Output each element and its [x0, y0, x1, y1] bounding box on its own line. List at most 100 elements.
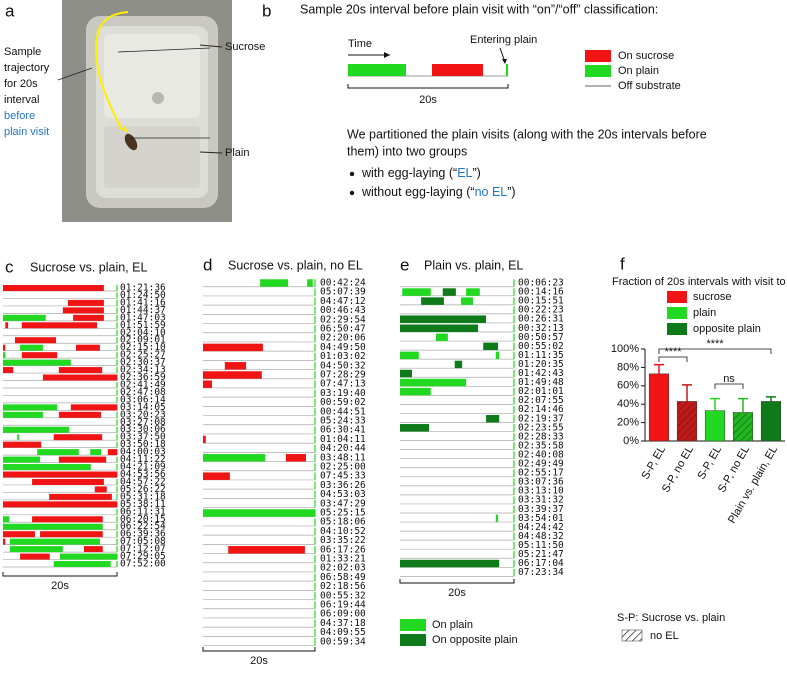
raster-segment	[94, 486, 107, 493]
raster-segment	[58, 456, 107, 463]
raster-segment	[400, 369, 412, 378]
row-time: 06:19:44	[320, 600, 366, 611]
row-time: 02:23:55	[518, 422, 564, 433]
raster-segment	[400, 559, 500, 568]
row-time: 00:15:51	[518, 296, 564, 307]
row-time: 01:20:35	[518, 359, 564, 370]
raster-segment	[402, 288, 431, 296]
legend-swatch	[667, 307, 687, 319]
raster-segment	[495, 351, 500, 360]
row-time: 04:57:22	[120, 476, 166, 487]
row-time: 06:09:00	[320, 609, 366, 620]
raster-segment	[107, 449, 117, 456]
row-time: 04:47:12	[320, 296, 366, 307]
row-time: 01:11:35	[518, 350, 564, 361]
y-tick-label: 0%	[623, 435, 639, 447]
row-time: 01:03:02	[320, 351, 366, 362]
row-time: 07:52:00	[120, 559, 166, 570]
legend-label: On plain	[618, 65, 659, 77]
scale-bar	[202, 647, 316, 652]
row-time: 06:30:41	[320, 425, 366, 436]
raster-segment	[37, 449, 79, 456]
raster-segment	[14, 337, 57, 344]
row-time: 03:07:36	[518, 477, 564, 488]
significance-label: ****	[706, 338, 724, 350]
hatch-swatch	[621, 629, 643, 642]
y-tick-label: 20%	[617, 417, 639, 429]
row-time: 04:49:50	[320, 342, 366, 353]
row-time: 05:18:06	[320, 517, 366, 528]
row-time: 02:04:10	[120, 327, 166, 338]
entering-label: Entering plain	[470, 34, 537, 46]
raster-segment	[483, 342, 499, 351]
trajectory-text: Sample trajectory for 20s interval before pla…	[4, 46, 50, 138]
row-time: 01:42:43	[518, 368, 564, 379]
row-time: 01:04:11	[320, 434, 366, 445]
legend-label: Off substrate	[618, 80, 681, 92]
row-time: 03:06:14	[120, 394, 166, 405]
scale-label: 20s	[250, 655, 268, 667]
row-time: 02:18:56	[320, 581, 366, 592]
raster-segment	[20, 553, 50, 560]
raster-segment	[9, 538, 100, 545]
row-time: 04:09:55	[320, 627, 366, 638]
row-time: 00:26:31	[518, 314, 564, 325]
row-time: 02:36:59	[120, 372, 166, 383]
raster-segment	[58, 411, 102, 418]
row-time: 03:27:08	[120, 417, 166, 428]
raster-title: Sucrose vs. plain, no EL	[228, 258, 363, 272]
raster-segment	[203, 435, 206, 444]
panel-label: c	[5, 257, 14, 276]
bar	[704, 410, 726, 442]
raster-segment	[49, 493, 112, 500]
row-time: 03:14:05	[120, 402, 166, 413]
bullets: with egg-laying (“EL”) without egg-laying…	[349, 166, 516, 199]
raster-segment	[3, 411, 43, 418]
row-time: 04:20:44	[320, 443, 366, 454]
bar	[648, 373, 670, 442]
row-time: 02:15:10	[120, 342, 166, 353]
row-time: 01:44:37	[120, 305, 166, 316]
trajectory-line: for 20s	[4, 78, 38, 90]
row-time: 06:17:26	[320, 544, 366, 555]
row-time: 00:55:32	[320, 590, 366, 601]
row-time: 04:21:09	[120, 462, 166, 473]
raster-segment	[307, 279, 313, 287]
x-tick-label: S-P, EL	[639, 444, 668, 482]
bar-hatch	[677, 401, 697, 441]
row-time: 02:09:01	[120, 335, 166, 346]
row-time: 04:53:56	[120, 469, 166, 480]
raster-segment	[3, 359, 71, 366]
row-time: 02:25:00	[320, 462, 366, 473]
row-time: 00:55:02	[518, 341, 564, 352]
trajectory-line: interval	[4, 94, 39, 106]
raster-segment	[224, 362, 247, 370]
row-time: 04:10:52	[320, 526, 366, 537]
panel-label: d	[203, 255, 212, 274]
y-tick-label: 80%	[617, 361, 639, 373]
row-time: 00:50:57	[518, 332, 564, 343]
hatch-label: no EL	[650, 630, 679, 642]
legend-swatch	[667, 323, 687, 335]
raster-segment	[17, 434, 19, 441]
row-time: 05:11:50	[518, 540, 564, 551]
row-time: 04:53:03	[320, 489, 366, 500]
raster-segment	[400, 324, 479, 332]
row-time: 05:25:15	[320, 508, 366, 519]
bullet-text: with egg-laying (“EL”)	[361, 166, 481, 180]
row-time: 03:36:26	[320, 480, 366, 491]
raster-segment	[20, 344, 43, 351]
time-label: Time	[348, 38, 372, 50]
raster-segment	[21, 352, 58, 359]
row-time: 00:59:02	[320, 397, 366, 408]
panel-label: a	[5, 1, 15, 20]
legend-swatch	[585, 50, 611, 62]
legend-swatch	[667, 291, 687, 303]
row-time: 00:14:16	[518, 287, 564, 298]
row-time: 04:00:03	[120, 447, 166, 458]
raster-segment	[40, 531, 103, 538]
hatch-note: S-P: Sucrose vs. plain	[617, 612, 725, 624]
bullet-text: without egg-laying (“no EL”)	[361, 185, 516, 199]
row-time: 06:20:15	[120, 514, 166, 525]
row-time: 06:50:47	[320, 324, 366, 335]
